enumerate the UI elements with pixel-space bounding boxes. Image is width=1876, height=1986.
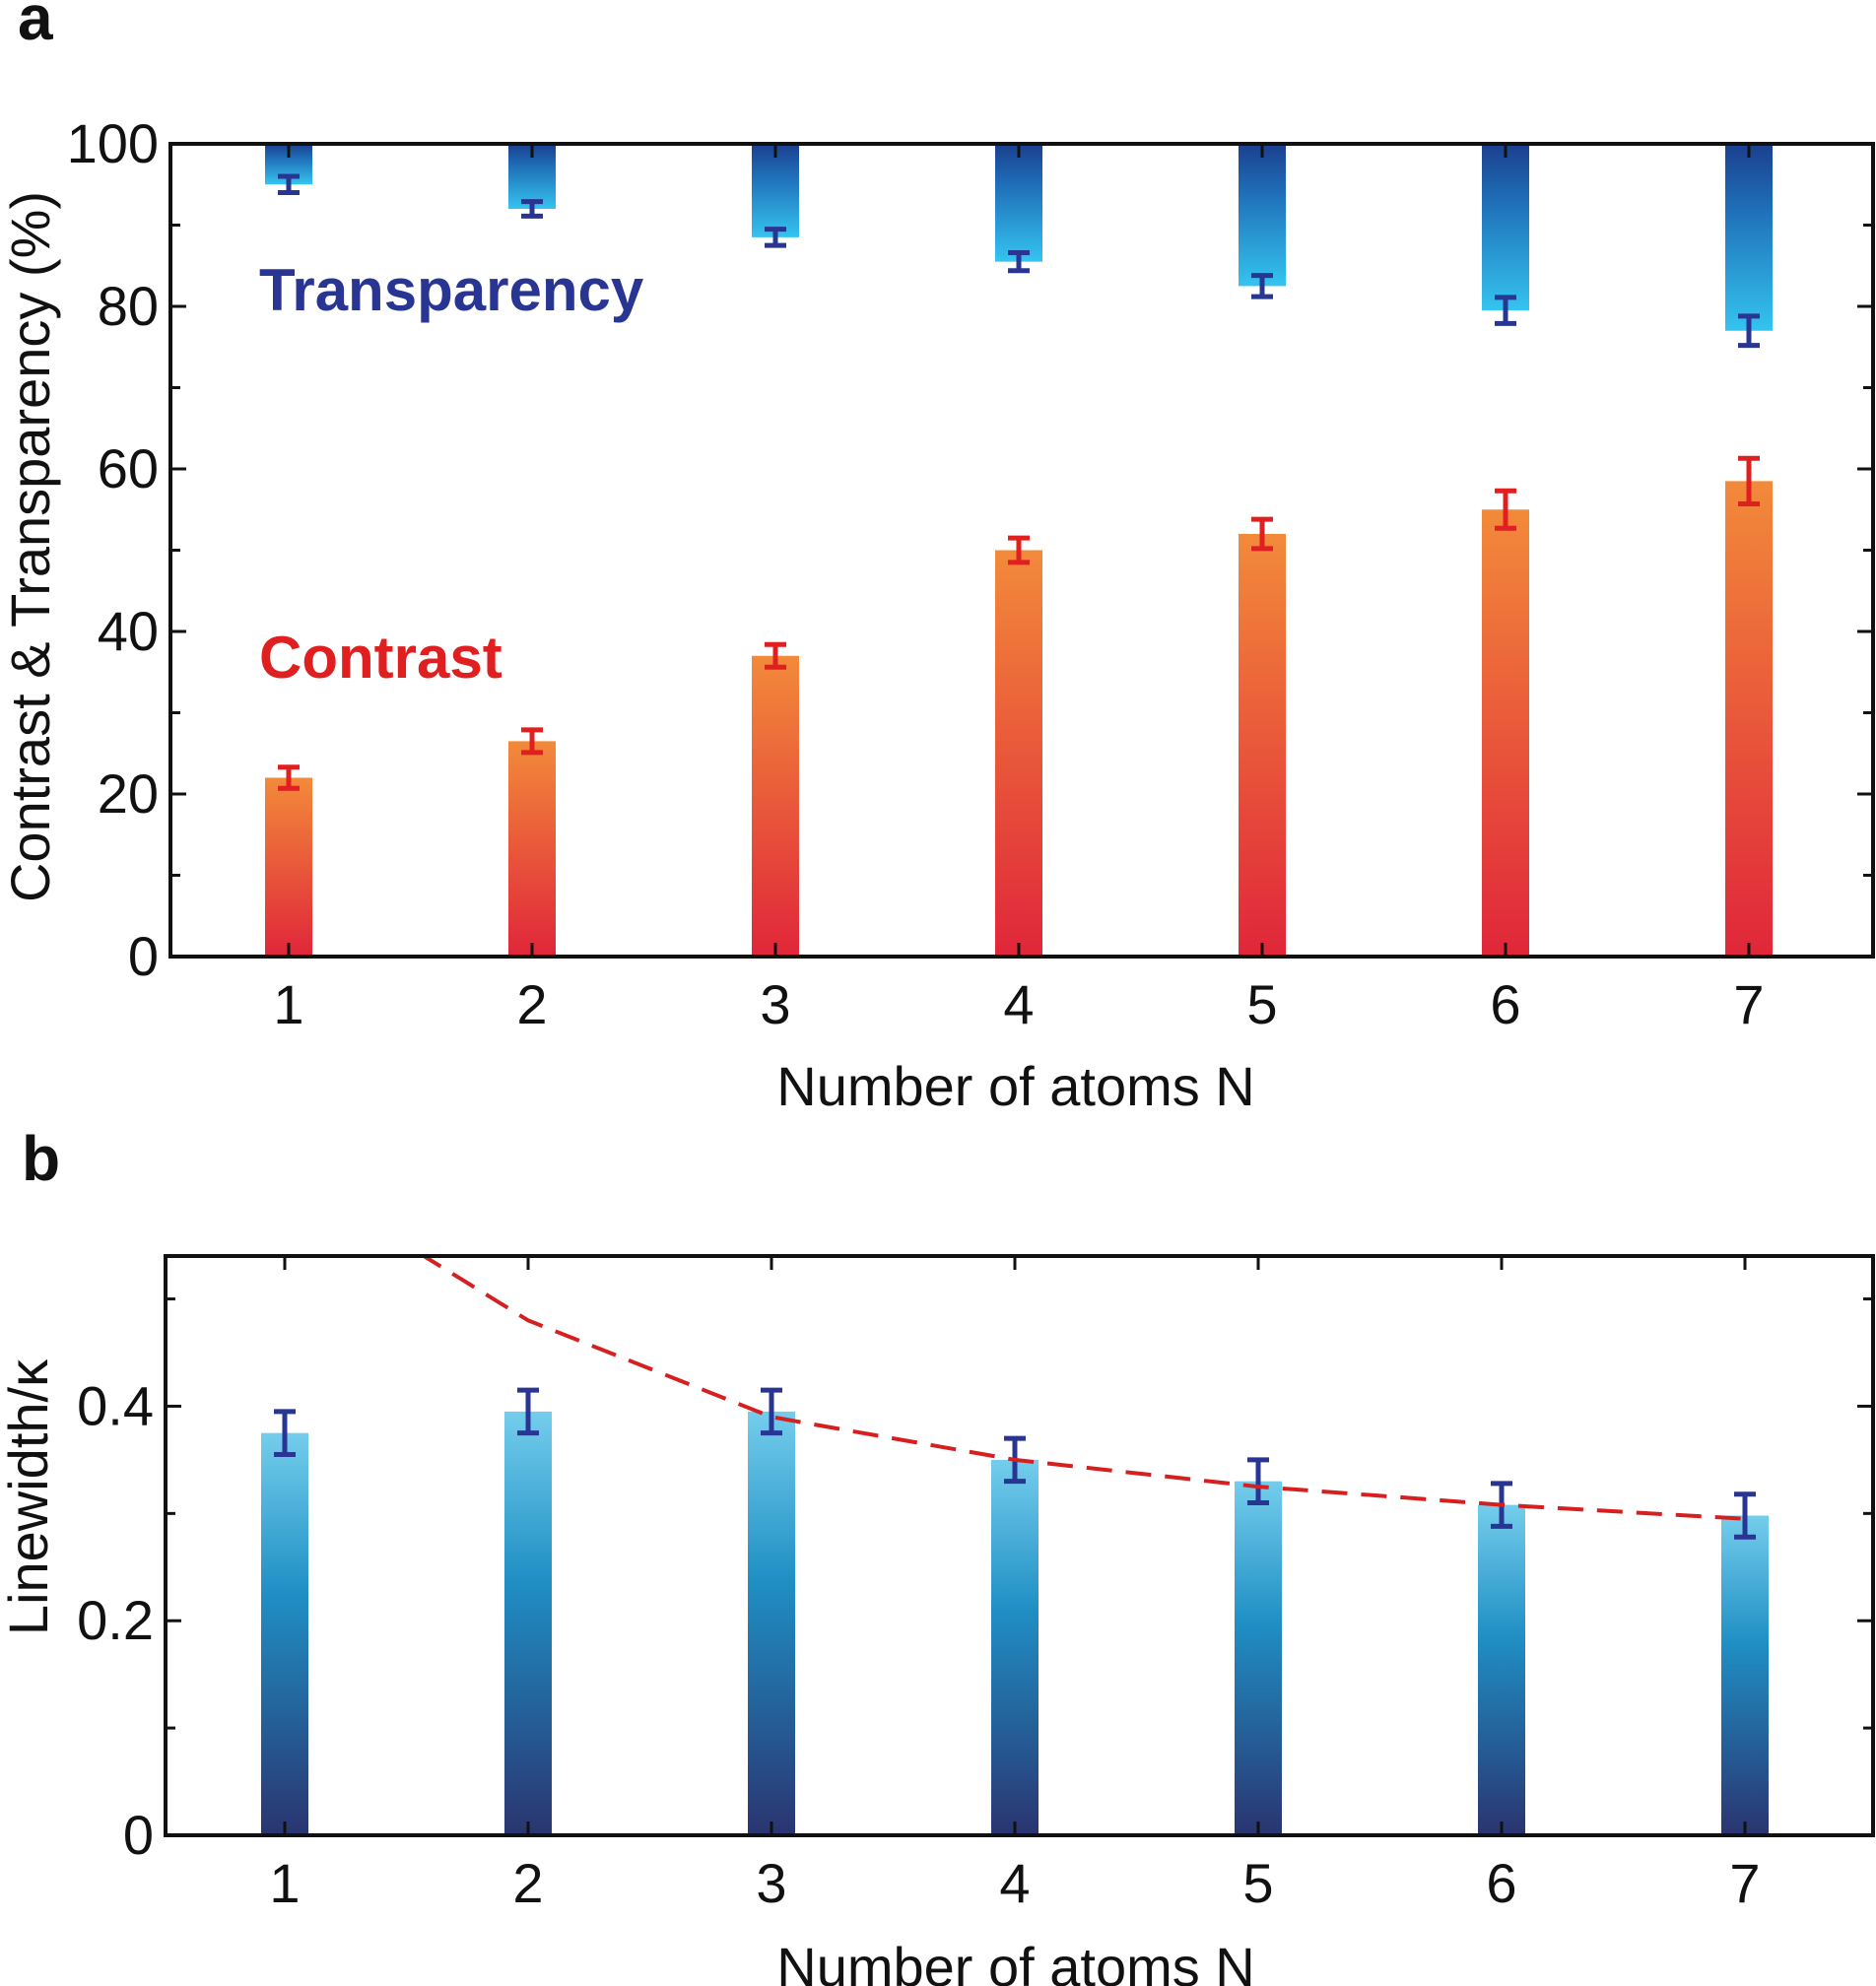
panel-a-x-tick-label: 6: [1490, 973, 1520, 1035]
contrast-bar: [752, 655, 799, 957]
panel-a-y-axis-label: Contrast & Transparency (%): [0, 191, 61, 902]
panel-b-frame: [164, 1254, 1875, 1837]
panel-a-y-tick-label: 100: [67, 112, 159, 174]
linewidth-bar: [504, 1411, 552, 1835]
panel-b-y-axis-label: Linewidth/κ: [0, 1358, 59, 1635]
panel-a-x-axis-label: Number of atoms N: [776, 1055, 1255, 1117]
linewidth-bar: [1235, 1481, 1282, 1835]
panel-b-x-tick-label: 7: [1729, 1852, 1760, 1914]
linewidth-bar: [991, 1459, 1038, 1835]
panel-a-x-tick-label: 3: [760, 973, 790, 1035]
panel-a-x-tick-label: 7: [1733, 973, 1764, 1035]
panel-b-x-tick-label: 2: [512, 1852, 543, 1914]
panel-b-label: b: [22, 1123, 60, 1194]
panel-b-x-axis-label: Number of atoms N: [776, 1936, 1255, 1986]
panel-a-plot-area: 1 2 3 4 5 6 7 0 20 40 60 80 100: [67, 112, 1873, 1035]
panel-a-series-labels: Transparency Contrast: [259, 257, 644, 691]
panel-b-x-tick-label: 3: [756, 1852, 786, 1914]
linewidth-bar: [748, 1411, 795, 1835]
panel-b-y-tick-label: 0.4: [77, 1374, 154, 1436]
panel-a-y-tick-label: 0: [128, 925, 159, 987]
panel-b-x-tick-label: 1: [269, 1852, 300, 1914]
contrast-bar: [508, 741, 556, 957]
contrast-bar: [995, 550, 1042, 957]
panel-a: a 1 2 3 4 5 6 7 0 20 40 60 80 100 Transparency Contr…: [0, 0, 1875, 1117]
transparency-bar: [995, 144, 1042, 262]
panel-b-y-tick-label: 0: [123, 1804, 154, 1866]
panel-a-y-tick-label: 60: [98, 437, 159, 499]
panel-a-x-tick-label: 5: [1246, 973, 1277, 1035]
linewidth-bar: [1721, 1515, 1769, 1835]
panel-a-y-tick-label: 40: [98, 600, 159, 662]
contrast-series-label: Contrast: [259, 625, 502, 691]
transparency-bar: [752, 144, 799, 237]
transparency-bar: [1239, 144, 1286, 287]
panel-b-x-tick-label: 4: [999, 1852, 1030, 1914]
contrast-bar: [1725, 481, 1773, 957]
panel-b: b 1 2 3 4 5 6 7 0 0.2 0.4 Number of atoms N Linew…: [0, 1123, 1875, 1986]
panel-a-x-tick-label: 4: [1003, 973, 1034, 1035]
theory-dashed-curve: [420, 1256, 1746, 1521]
panel-a-label: a: [18, 0, 53, 53]
panel-b-x-tick-label: 5: [1242, 1852, 1273, 1914]
panel-a-frame: [168, 142, 1875, 959]
panel-a-x-tick-label: 1: [273, 973, 303, 1035]
transparency-bar: [1725, 144, 1773, 331]
contrast-bar: [265, 777, 312, 957]
panel-b-y-tick-label: 0.2: [77, 1589, 154, 1651]
linewidth-bar: [1478, 1504, 1525, 1835]
panel-a-y-tick-label: 80: [98, 275, 159, 337]
panel-b-plot-area: 1 2 3 4 5 6 7 0 0.2 0.4: [77, 1256, 1873, 1914]
linewidth-bar: [261, 1432, 308, 1835]
panel-b-x-tick-label: 6: [1486, 1852, 1516, 1914]
transparency-series-label: Transparency: [259, 257, 644, 323]
contrast-bar: [1239, 534, 1286, 957]
transparency-bar: [1482, 144, 1529, 311]
contrast-bar: [1482, 509, 1529, 957]
panel-a-x-tick-label: 2: [516, 973, 547, 1035]
panel-a-y-tick-label: 20: [98, 762, 159, 825]
